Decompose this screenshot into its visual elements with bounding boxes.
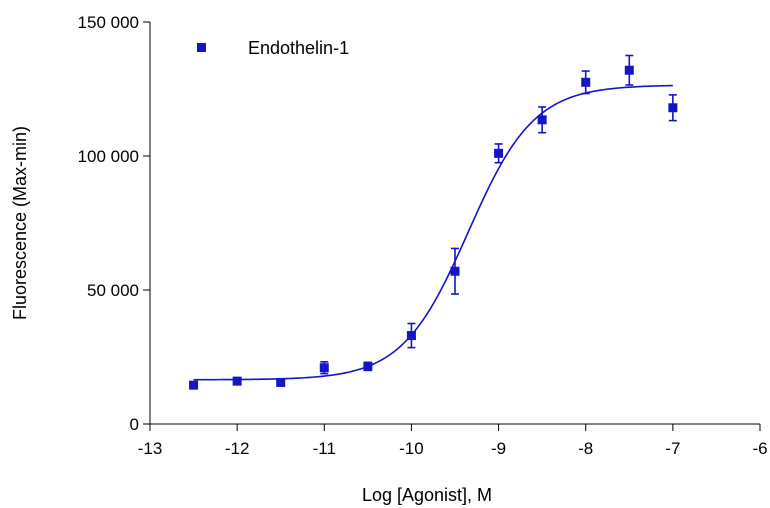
- ticks: -13 -12 -11 -10 -9 -8 -7 -6 0 50 000 100 000 150 00…: [78, 13, 768, 458]
- x-tick-label: -10: [399, 439, 424, 458]
- data-point: [276, 377, 286, 387]
- data-point: [450, 266, 460, 276]
- y-tick-label: 150 000: [78, 13, 139, 32]
- legend-label: Endothelin-1: [248, 38, 349, 58]
- x-tick-label: -8: [578, 439, 593, 458]
- data-point: [581, 77, 591, 87]
- data-point: [232, 376, 242, 386]
- x-tick-label: -13: [138, 439, 163, 458]
- data-point: [668, 103, 678, 113]
- y-axis-title: Fluorescence (Max-min): [10, 126, 30, 320]
- data-point: [537, 115, 547, 125]
- y-tick-label: 0: [130, 415, 139, 434]
- x-tick-label: -9: [491, 439, 506, 458]
- legend: Endothelin-1: [197, 38, 349, 58]
- y-tick-label: 50 000: [87, 281, 139, 300]
- fit-curve: [193, 84, 673, 381]
- x-tick-label: -6: [752, 439, 767, 458]
- data-point: [363, 361, 373, 371]
- x-tick-label: -7: [665, 439, 680, 458]
- axes: [149, 22, 760, 425]
- data-points: [189, 54, 678, 390]
- fit-curve-group: [193, 84, 673, 381]
- data-point: [189, 380, 199, 390]
- x-axis-title: Log [Agonist], M: [362, 485, 492, 505]
- y-tick-label: 100 000: [78, 147, 139, 166]
- data-point: [494, 148, 504, 158]
- x-tick-label: -11: [313, 439, 336, 458]
- data-point: [406, 331, 416, 341]
- x-tick-label: -12: [225, 439, 250, 458]
- data-point: [319, 363, 329, 373]
- data-point: [624, 65, 634, 75]
- legend-marker-square: [197, 43, 206, 52]
